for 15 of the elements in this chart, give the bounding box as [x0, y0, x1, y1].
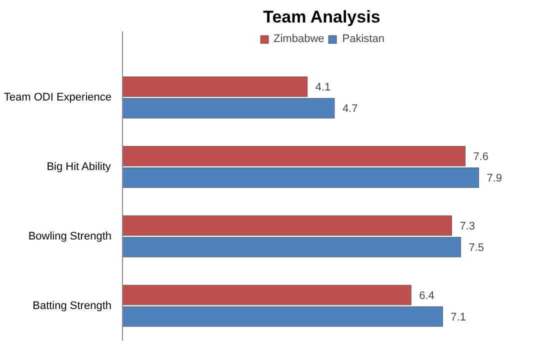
data-label: 7.5	[468, 242, 484, 254]
data-label: 4.1	[315, 82, 331, 94]
y-tick-label: Team ODI Experience	[4, 91, 112, 104]
y-tick-label: Big Hit Ability	[46, 160, 112, 173]
legend-label: Pakistan	[342, 33, 384, 45]
data-label: 7.6	[473, 151, 489, 164]
y-tick-label: Bowling Strength	[28, 230, 112, 242]
y-tick-label: Batting Strength	[32, 300, 112, 312]
data-label: 7.3	[460, 220, 475, 233]
data-label: 7.1	[450, 312, 466, 324]
data-label: 6.4	[419, 290, 434, 302]
data-label: 4.7	[342, 103, 358, 116]
chart-title: Team Analysis	[263, 8, 380, 26]
data-label: 7.9	[486, 172, 502, 185]
legend-label: Zimbabwe	[274, 33, 324, 45]
